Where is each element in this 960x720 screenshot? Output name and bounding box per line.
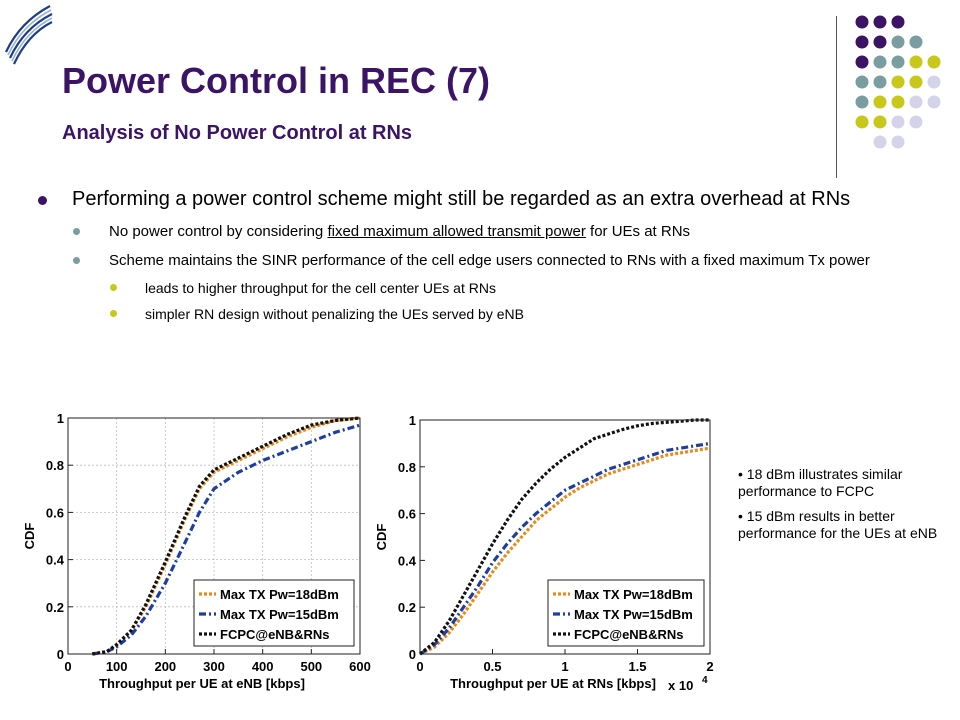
slide-title: Power Control in REC (7) bbox=[62, 60, 491, 101]
bullet-list: Performing a power control scheme might … bbox=[36, 186, 916, 323]
header-divider bbox=[836, 16, 837, 178]
decorative-dot bbox=[891, 95, 905, 109]
decorative-dot bbox=[927, 75, 941, 89]
note-15dbm: • 15 dBm results in better performance f… bbox=[738, 508, 938, 541]
y-tick-label: 0.8 bbox=[398, 460, 416, 475]
x-tick-label: 0 bbox=[64, 659, 71, 674]
decorative-dot bbox=[873, 95, 887, 109]
legend-box bbox=[193, 579, 355, 647]
decorative-dot bbox=[909, 115, 923, 129]
legend-entry-2: Max TX Pw=15dBm bbox=[220, 607, 339, 622]
decorative-dot bbox=[891, 55, 905, 69]
x-tick-label: 500 bbox=[300, 659, 322, 674]
y-tick-label: 0.8 bbox=[46, 458, 64, 473]
bullet-subsub-design: simpler RN design without penalizing the… bbox=[36, 305, 916, 323]
bullet-sub-fixed-power-underlined: fixed maximum allowed transmit power bbox=[327, 223, 586, 240]
x-tick-label: 300 bbox=[203, 659, 225, 674]
decorative-dot bbox=[873, 75, 887, 89]
decorative-dot bbox=[891, 35, 905, 49]
y-axis-label: CDF bbox=[376, 524, 389, 551]
legend-entry-3: FCPC@eNB&RNs bbox=[574, 627, 683, 642]
decorative-dot bbox=[891, 75, 905, 89]
legend-entry-1: Max TX Pw=18dBm bbox=[574, 587, 693, 602]
note-18dbm: • 18 dBm illustrates similar performance… bbox=[738, 466, 903, 499]
series-line-1 bbox=[419, 446, 711, 656]
x-tick-label: 0.5 bbox=[483, 659, 501, 674]
series-line-3 bbox=[418, 418, 710, 656]
decorative-dot bbox=[855, 115, 869, 129]
decorative-dot-grid bbox=[855, 15, 941, 149]
x-tick-label: 2 bbox=[706, 659, 713, 674]
bullet-subsub-throughput: leads to higher throughput for the cell … bbox=[36, 279, 916, 297]
x-multiplier-label: x 10 bbox=[668, 678, 693, 693]
company-logo bbox=[5, 5, 53, 65]
x-tick-label: 100 bbox=[106, 659, 128, 674]
cdf-chart-rn: 0 0.5 1 1.5 2 0 0.2 0.4 0.6 0.8 1 Throughput per UE… bbox=[376, 413, 714, 693]
notes-box: • 18 dBm illustrates similar performance… bbox=[738, 466, 958, 550]
cdf-chart-enb: 0 100 200 300 400 500 600 0 0.2 0.4 0.6 0.8 1 Through… bbox=[22, 411, 371, 691]
decorative-dot bbox=[927, 55, 941, 69]
legend-box bbox=[547, 579, 705, 647]
decorative-dot bbox=[909, 55, 923, 69]
bullet-sub-fixed-power-text: No power control by considering bbox=[109, 223, 328, 240]
x-tick-label: 0 bbox=[416, 659, 423, 674]
decorative-dot bbox=[927, 95, 941, 109]
y-tick-label: 1 bbox=[409, 413, 416, 428]
series-line-3 bbox=[92, 416, 361, 656]
series-line-2 bbox=[419, 441, 711, 656]
y-tick-label: 0.2 bbox=[46, 600, 64, 615]
slide-subtitle: Analysis of No Power Control at RNs bbox=[62, 122, 413, 144]
bullet-sub-fixed-power-tail: for UEs at RNs bbox=[585, 223, 691, 240]
legend-entry-1: Max TX Pw=18dBm bbox=[220, 587, 339, 602]
bullet-main: Performing a power control scheme might … bbox=[36, 186, 916, 213]
decorative-dot bbox=[909, 35, 923, 49]
decorative-dot bbox=[891, 15, 905, 29]
x-axis-label: Throughput per UE at eNB [kbps] bbox=[99, 676, 305, 691]
decorative-dot bbox=[855, 55, 869, 69]
decorative-dot bbox=[909, 95, 923, 109]
x-multiplier-exponent: 4 bbox=[702, 675, 708, 686]
decorative-dot bbox=[855, 35, 869, 49]
decorative-dot bbox=[873, 35, 887, 49]
decorative-dot bbox=[855, 95, 869, 109]
y-tick-label: 0.4 bbox=[398, 553, 417, 568]
decorative-dot bbox=[891, 135, 905, 149]
y-tick-label: 0.4 bbox=[46, 553, 65, 568]
bullet-sub-sinr: Scheme maintains the SINR performance of… bbox=[36, 251, 916, 271]
y-tick-label: 0 bbox=[57, 647, 64, 662]
y-tick-label: 0 bbox=[409, 647, 416, 662]
y-tick-label: 0.6 bbox=[46, 505, 64, 520]
decorative-dot bbox=[891, 115, 905, 129]
y-tick-label: 1 bbox=[57, 411, 64, 426]
x-tick-label: 600 bbox=[349, 659, 371, 674]
y-tick-label: 0.2 bbox=[398, 600, 416, 615]
decorative-dot bbox=[909, 75, 923, 89]
x-axis-label: Throughput per UE at RNs [kbps] bbox=[450, 676, 656, 691]
decorative-dot bbox=[873, 115, 887, 129]
decorative-dot bbox=[855, 75, 869, 89]
decorative-dot bbox=[873, 15, 887, 29]
legend-entry-2: Max TX Pw=15dBm bbox=[574, 607, 693, 622]
series-line-1 bbox=[92, 416, 361, 656]
x-tick-label: 200 bbox=[154, 659, 176, 674]
bullet-sub-fixed-power: No power control by considering fixed ma… bbox=[36, 222, 916, 242]
decorative-dot bbox=[855, 15, 869, 29]
legend-entry-3: FCPC@eNB&RNs bbox=[220, 627, 329, 642]
series-line-2 bbox=[92, 423, 361, 656]
x-tick-label: 1.5 bbox=[628, 659, 646, 674]
decorative-dot bbox=[873, 135, 887, 149]
decorative-dot bbox=[873, 55, 887, 69]
x-tick-label: 400 bbox=[252, 659, 274, 674]
y-tick-label: 0.6 bbox=[398, 507, 416, 522]
y-axis-label: CDF bbox=[22, 523, 37, 550]
x-tick-label: 1 bbox=[561, 659, 568, 674]
